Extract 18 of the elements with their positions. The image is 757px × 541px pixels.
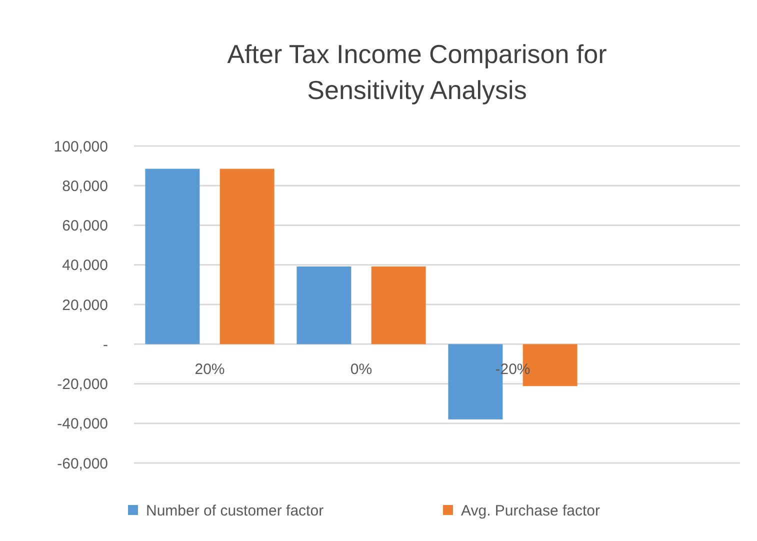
y-tick-label: 20,000	[62, 296, 108, 314]
chart-title: After Tax Income Comparison for Sensitivity Analysis	[227, 39, 608, 105]
bar	[145, 168, 200, 344]
y-tick-label: -60,000	[57, 455, 108, 472]
y-tick-label: -40,000	[57, 416, 108, 433]
x-tick-label: 0%	[350, 361, 372, 378]
y-tick-label: 100,000	[54, 138, 108, 156]
bar	[371, 266, 426, 344]
y-tick-label: 40,000	[62, 257, 108, 274]
x-tick-label: 20%	[194, 361, 225, 378]
y-tick-label: 80,000	[62, 178, 108, 195]
legend-label: Number of customer factor	[146, 502, 324, 520]
y-tick-label: -20,000	[57, 376, 108, 393]
legend-label: Avg. Purchase factor	[461, 502, 600, 520]
bar	[296, 266, 352, 344]
y-tick-label: -	[103, 336, 108, 354]
y-tick-label: 60,000	[62, 218, 108, 234]
bar	[220, 168, 274, 344]
